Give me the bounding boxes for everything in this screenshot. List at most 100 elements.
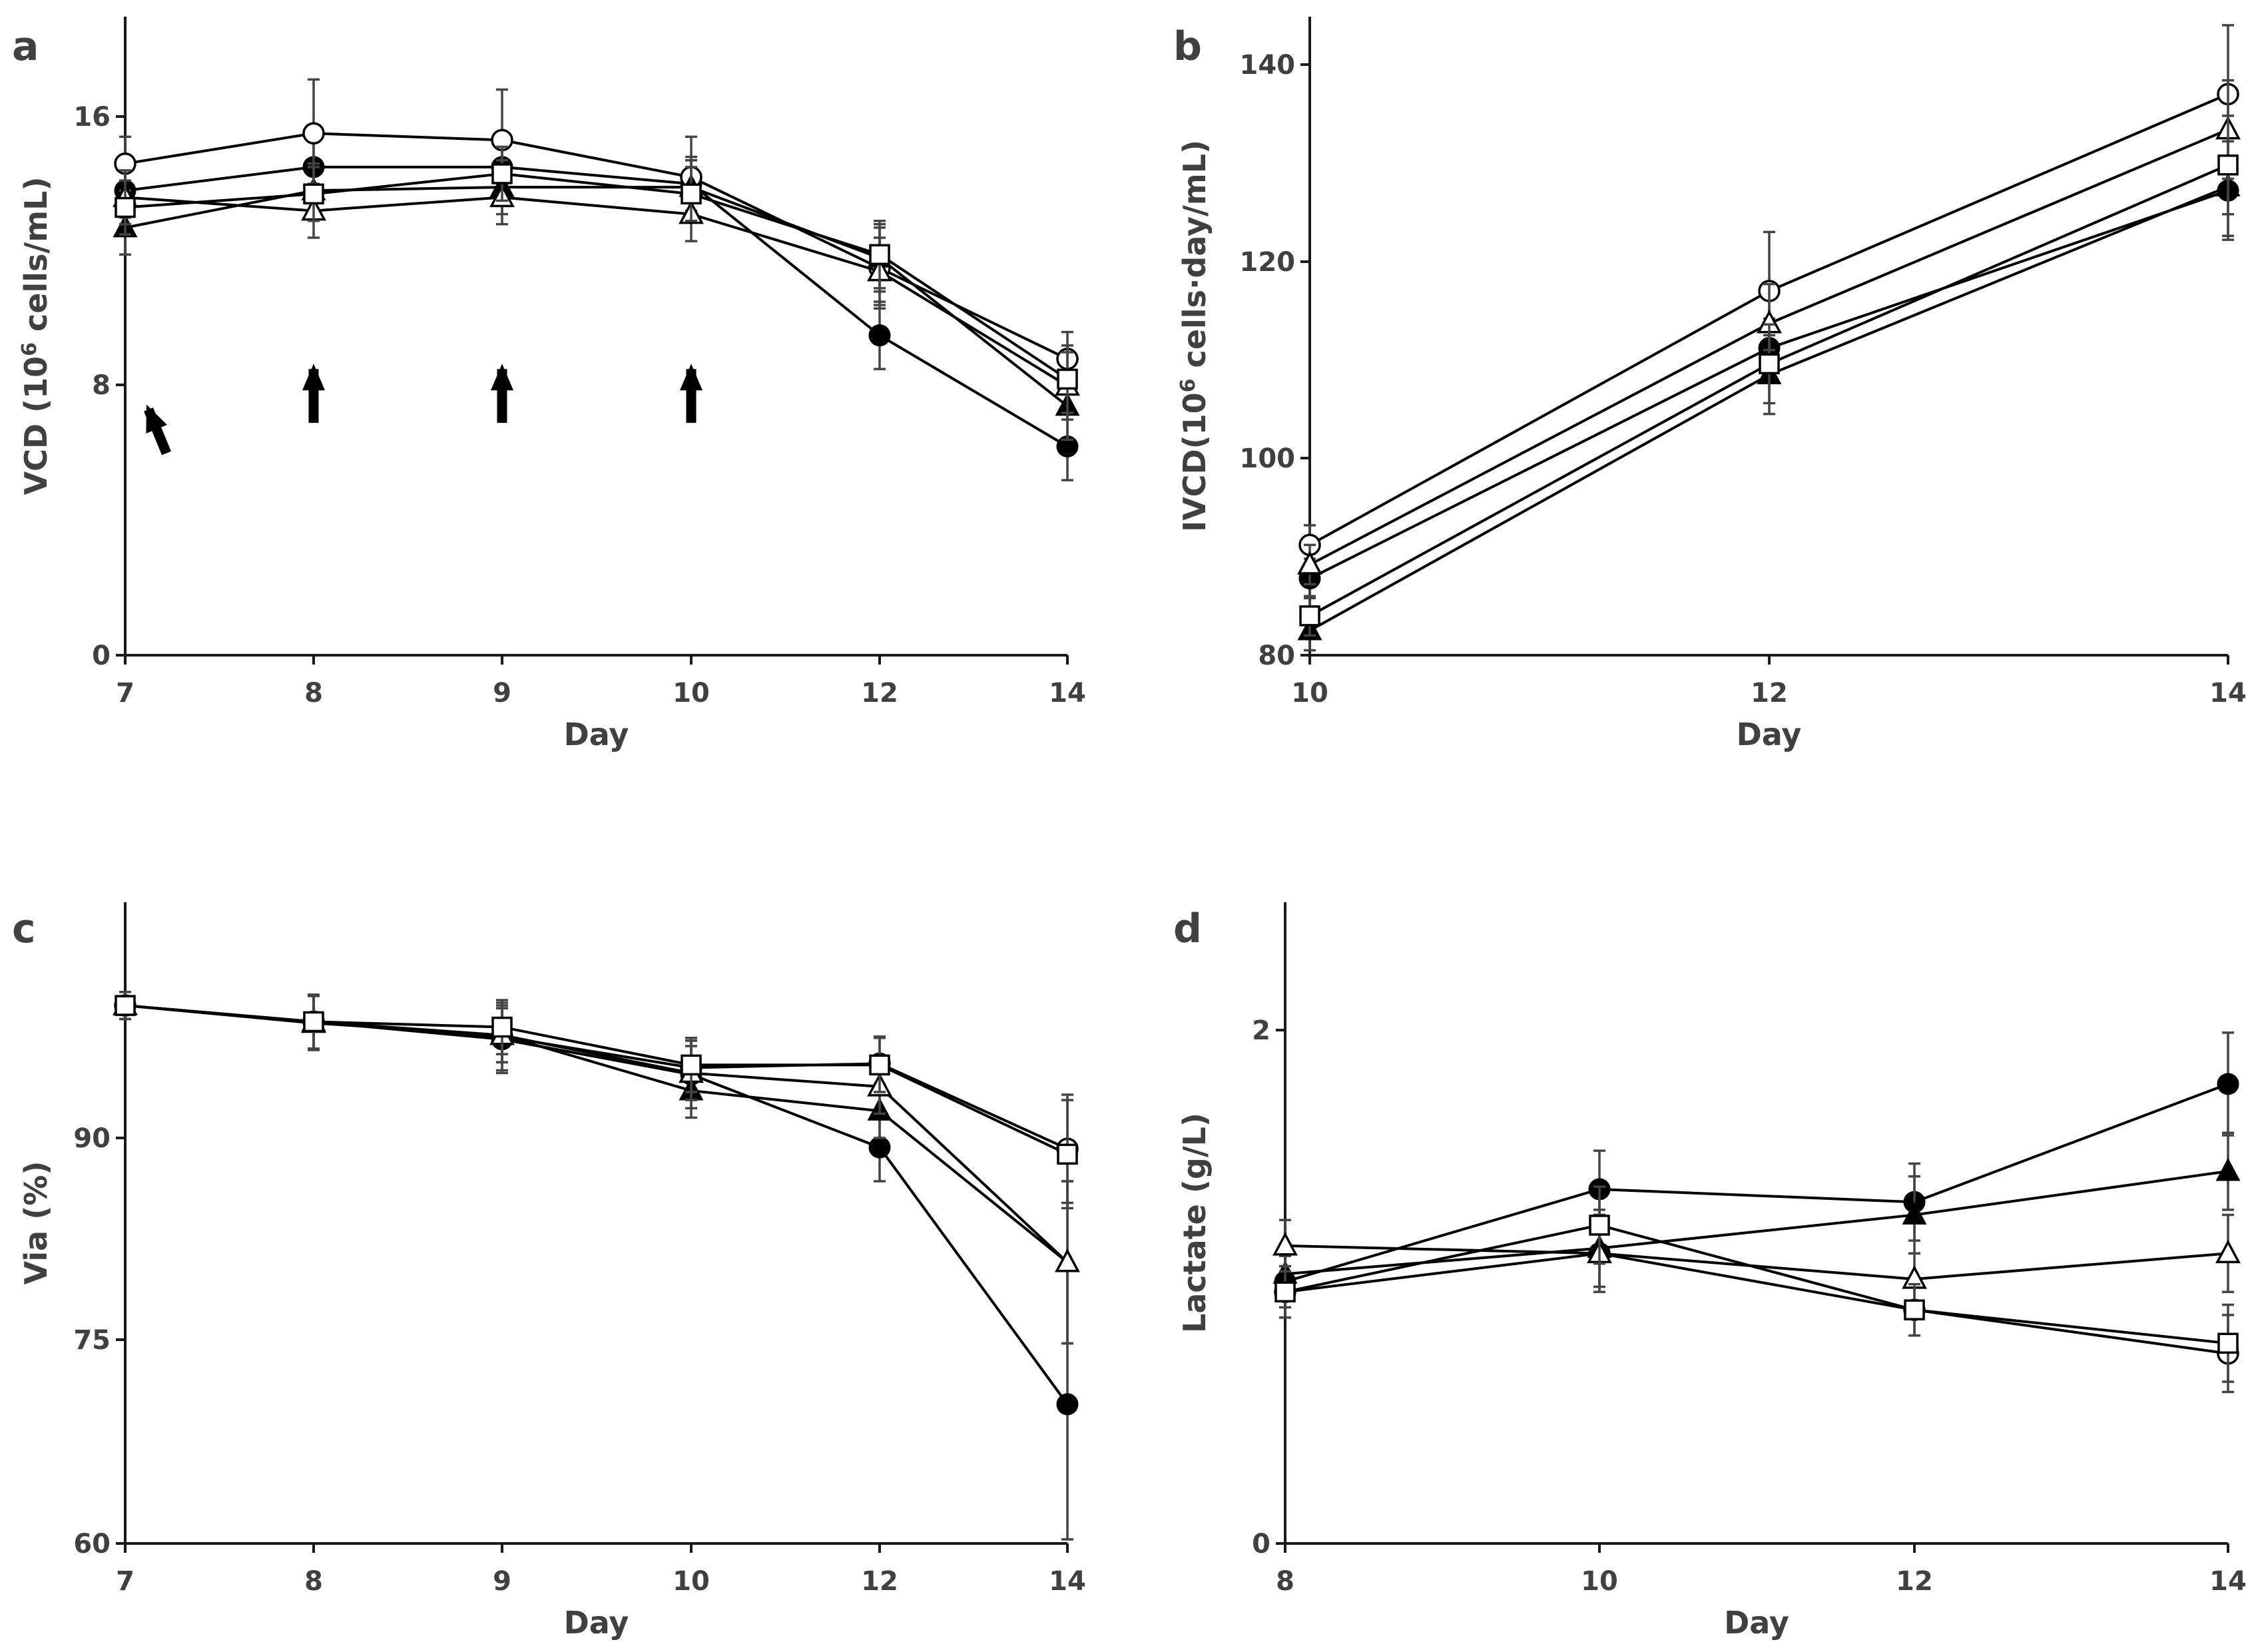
y-axis-title-superscript: 6 <box>1177 378 1200 392</box>
x-axis-title: Day <box>564 1605 629 1641</box>
series-line <box>1284 1170 2229 1276</box>
chart-panel-d: d 0 2 8 10 12 14 Day Lactate (g/L) <box>1173 902 2247 1641</box>
y-tick-label: 60 <box>73 1529 111 1559</box>
x-tick-label: 7 <box>116 1566 135 1597</box>
arrow-head <box>491 364 513 391</box>
x-tick-label: 14 <box>2209 678 2247 708</box>
y-axis-title-part: cells·day/mL) <box>1177 140 1213 378</box>
data-point <box>1057 1143 1078 1165</box>
data-point <box>2215 1239 2241 1264</box>
data-point <box>681 1054 702 1076</box>
data-point <box>1299 605 1320 627</box>
data-point <box>1274 1281 1296 1302</box>
series-filled-circle <box>114 991 1079 1541</box>
x-axis-title: Day <box>1737 716 1802 752</box>
y-axis-title: Lactate (g/L) <box>1177 1113 1213 1333</box>
data-point <box>681 183 702 205</box>
data-point <box>2217 154 2239 176</box>
y-tick-label: 140 <box>1240 50 1296 81</box>
series-line <box>125 1004 1068 1156</box>
data-point <box>1272 1232 1298 1256</box>
series-line <box>125 172 1069 381</box>
panel-label: d <box>1173 906 1202 952</box>
arrow-icon <box>144 404 171 455</box>
x-tick-label: 10 <box>673 1566 710 1597</box>
x-tick-label: 10 <box>673 678 710 708</box>
x-tick-label: 8 <box>304 1566 323 1597</box>
x-tick-label: 12 <box>1896 1566 1933 1597</box>
chart-panel-b: b 80 100 120 140 10 12 14 Day IVCD(106 cells·day/… <box>1173 17 2247 752</box>
x-tick-label: 10 <box>1291 678 1328 708</box>
data-point <box>1056 1393 1079 1416</box>
series-line <box>1284 1083 2229 1283</box>
data-point <box>2215 1157 2241 1181</box>
y-tick-label: 120 <box>1240 247 1296 278</box>
x-tick-label: 14 <box>1049 678 1086 708</box>
series-open-square <box>115 145 1078 414</box>
x-tick-label: 12 <box>861 1566 898 1597</box>
series-open-square <box>1274 1185 2239 1383</box>
x-tick-label: 14 <box>1049 1566 1086 1597</box>
y-axis-title-part: Via (%) <box>18 1161 54 1285</box>
series-line <box>125 132 1068 360</box>
y-axis-title-part: cells/mL) <box>18 177 54 342</box>
data-point <box>1902 1201 1927 1225</box>
y-tick-label: 75 <box>73 1325 111 1356</box>
x-axis-title: Day <box>564 716 629 752</box>
data-point <box>869 244 890 266</box>
data-point <box>869 1054 890 1076</box>
data-point <box>2217 1073 2239 1095</box>
y-tick-label: 90 <box>73 1123 111 1154</box>
data-point <box>303 183 324 205</box>
data-point <box>115 196 136 218</box>
data-point <box>2217 1332 2239 1354</box>
data-point <box>1055 1248 1080 1272</box>
x-tick-label: 12 <box>861 678 898 708</box>
series-line <box>125 1004 1069 1264</box>
y-tick-label: 16 <box>73 102 111 133</box>
y-axis-title-part: VCD (10 <box>18 356 54 495</box>
x-tick-label: 12 <box>1751 678 1788 708</box>
y-tick-label: 8 <box>92 370 111 401</box>
y-axis-title-part: Lactate (g/L) <box>1177 1113 1213 1333</box>
data-point <box>302 122 325 145</box>
panel-label: b <box>1173 23 1202 70</box>
y-axis-title: Via (%) <box>18 1161 54 1285</box>
y-tick-label: 80 <box>1258 641 1295 671</box>
series-open-square <box>1299 115 2239 637</box>
y-tick-label: 2 <box>1252 1015 1270 1046</box>
y-tick-label: 0 <box>1252 1529 1270 1559</box>
data-point <box>491 1016 513 1038</box>
chart-panel-c: c 60 75 90 7 8 9 10 12 14 Day Via (%) <box>12 902 1086 1641</box>
y-axis-title: VCD (106 cells/mL) <box>18 177 54 495</box>
x-tick-label: 7 <box>116 678 135 708</box>
x-tick-label: 8 <box>1276 1566 1294 1597</box>
data-point <box>1589 1215 1610 1236</box>
data-point <box>491 163 513 184</box>
series-line <box>125 186 1069 408</box>
x-tick-label: 9 <box>493 678 511 708</box>
x-tick-label: 8 <box>304 678 323 708</box>
arrow-icon <box>491 364 513 423</box>
series-open-square <box>115 991 1078 1210</box>
panel-label: a <box>12 23 39 70</box>
arrow-icon <box>302 364 325 423</box>
data-point <box>868 324 891 347</box>
x-tick-label: 9 <box>493 1566 511 1597</box>
x-tick-label: 14 <box>2209 1566 2247 1597</box>
data-point <box>868 1136 891 1159</box>
data-point <box>115 995 136 1016</box>
y-tick-label: 100 <box>1240 443 1296 474</box>
series-line <box>125 1004 1068 1151</box>
series-line <box>125 1004 1069 1264</box>
arrow-head <box>146 404 167 433</box>
data-point <box>1759 353 1780 375</box>
series-open-circle <box>114 78 1079 388</box>
y-axis-title-superscript: 6 <box>18 342 41 356</box>
data-point <box>303 1011 324 1033</box>
y-axis-title: IVCD(106 cells·day/mL) <box>1177 140 1213 532</box>
panel-label: c <box>12 906 36 952</box>
series-line <box>125 196 1069 388</box>
data-point <box>1904 1299 1925 1320</box>
